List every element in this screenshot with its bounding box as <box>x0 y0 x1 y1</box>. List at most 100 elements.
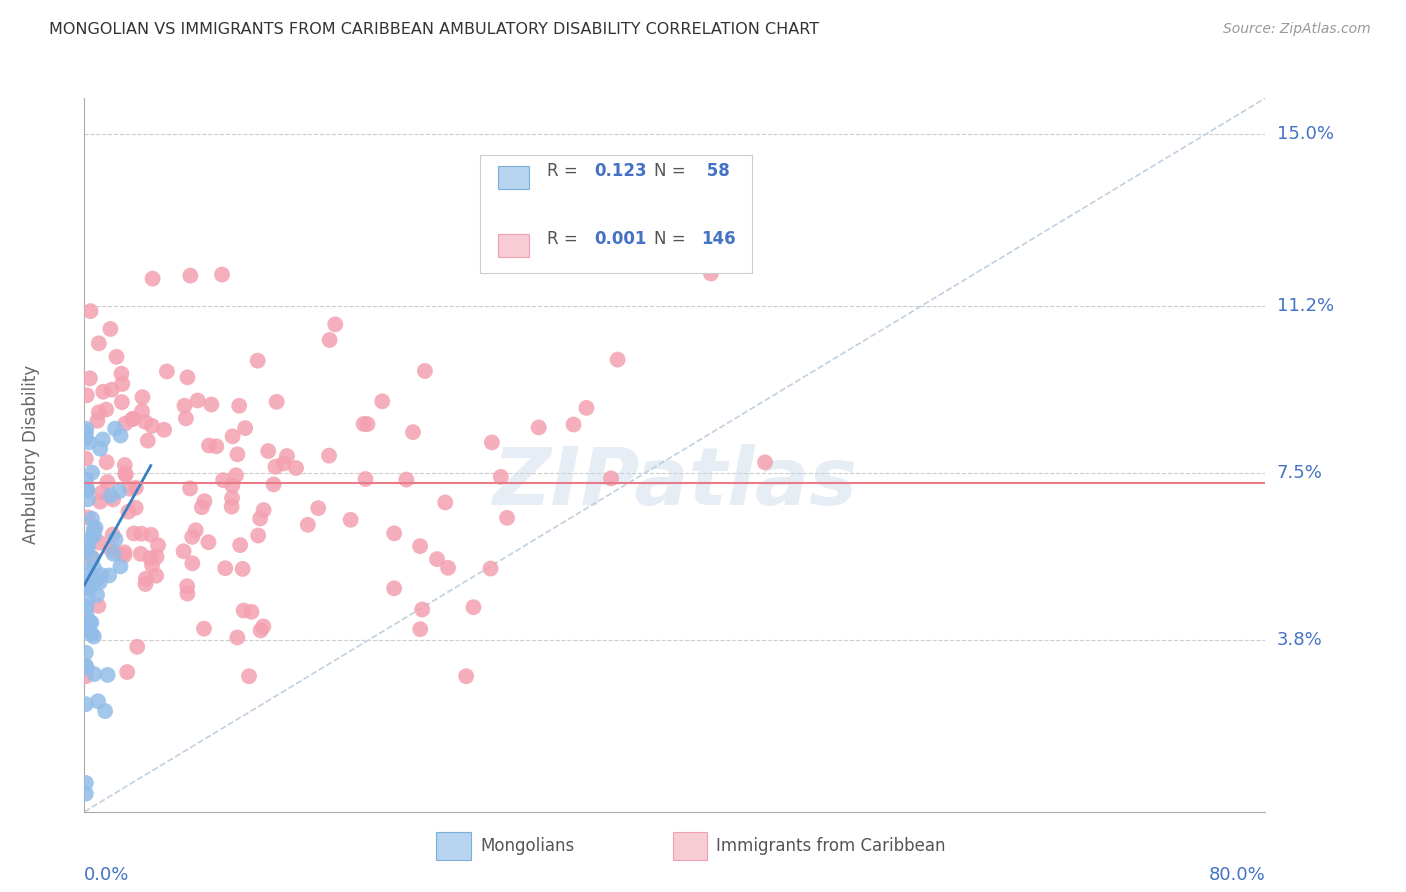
Point <box>89 494 111 508</box>
Point <box>318 333 340 347</box>
Point <box>134 577 156 591</box>
Point <box>75 646 97 660</box>
FancyBboxPatch shape <box>498 166 529 189</box>
Point <box>463 600 485 615</box>
Point <box>76 483 98 498</box>
Point <box>249 511 271 525</box>
Point <box>82 551 104 566</box>
Point <box>76 541 98 555</box>
Point <box>606 352 628 367</box>
Point <box>225 468 247 483</box>
Point <box>91 384 114 399</box>
Point <box>127 640 149 654</box>
Point <box>221 491 243 505</box>
Point <box>266 394 288 409</box>
Point <box>75 607 97 622</box>
Point <box>339 513 361 527</box>
Point <box>434 495 457 509</box>
Text: 0.0%: 0.0% <box>84 866 129 884</box>
FancyBboxPatch shape <box>672 831 707 860</box>
Point <box>83 630 105 644</box>
Point <box>307 501 329 516</box>
Point <box>193 494 215 508</box>
Text: 15.0%: 15.0% <box>1277 125 1333 144</box>
Point <box>232 562 254 576</box>
Point <box>75 658 97 673</box>
Point <box>145 549 167 564</box>
Point <box>77 492 100 507</box>
Point <box>273 457 295 471</box>
Point <box>104 422 127 436</box>
Point <box>489 470 512 484</box>
Text: 146: 146 <box>700 230 735 248</box>
Point <box>76 388 98 402</box>
Point <box>354 472 377 486</box>
Point <box>395 473 418 487</box>
Text: Ambulatory Disability: Ambulatory Disability <box>22 366 41 544</box>
Text: MONGOLIAN VS IMMIGRANTS FROM CARIBBEAN AMBULATORY DISABILITY CORRELATION CHART: MONGOLIAN VS IMMIGRANTS FROM CARIBBEAN A… <box>49 22 820 37</box>
Point <box>754 455 776 469</box>
Point <box>82 550 104 565</box>
Point <box>84 521 107 535</box>
Point <box>125 481 148 495</box>
Point <box>98 568 121 582</box>
Point <box>89 442 111 456</box>
Point <box>96 402 118 417</box>
Point <box>108 484 131 499</box>
Point <box>187 393 209 408</box>
Point <box>104 533 127 547</box>
Point <box>382 582 405 596</box>
Point <box>131 390 153 404</box>
Point <box>228 399 250 413</box>
Point <box>252 503 274 517</box>
Point <box>91 485 114 500</box>
Point <box>200 397 222 411</box>
Point <box>318 449 340 463</box>
Text: 80.0%: 80.0% <box>1209 866 1265 884</box>
Point <box>139 528 162 542</box>
Point <box>122 411 145 425</box>
Point <box>173 544 195 558</box>
Point <box>104 544 127 558</box>
Text: N =: N = <box>654 162 690 180</box>
Point <box>96 475 118 489</box>
Text: Source: ZipAtlas.com: Source: ZipAtlas.com <box>1223 22 1371 37</box>
Point <box>86 588 108 602</box>
Point <box>77 564 100 578</box>
Point <box>111 395 134 409</box>
Point <box>221 500 243 514</box>
Point <box>76 481 98 495</box>
Text: Immigrants from Caribbean: Immigrants from Caribbean <box>716 837 946 855</box>
Point <box>91 433 114 447</box>
Point <box>141 418 163 433</box>
Point <box>83 523 105 537</box>
Point <box>409 539 432 553</box>
Point <box>252 619 274 633</box>
Point <box>233 421 256 435</box>
Point <box>114 467 136 481</box>
Point <box>562 417 585 432</box>
Point <box>114 458 136 472</box>
Point <box>75 425 97 440</box>
Point <box>83 525 105 540</box>
Point <box>101 527 124 541</box>
Text: 7.5%: 7.5% <box>1277 464 1323 482</box>
Point <box>111 376 134 391</box>
Point <box>77 540 100 554</box>
Point <box>191 500 214 515</box>
Point <box>101 492 124 507</box>
Point <box>80 466 103 480</box>
Text: Mongolians: Mongolians <box>479 837 574 855</box>
Point <box>112 549 135 563</box>
Point <box>226 447 249 461</box>
FancyBboxPatch shape <box>498 234 529 257</box>
FancyBboxPatch shape <box>436 831 471 860</box>
Point <box>176 579 198 593</box>
Point <box>77 510 100 524</box>
Point <box>77 591 100 606</box>
Point <box>110 428 132 442</box>
Point <box>232 603 254 617</box>
Point <box>75 451 97 466</box>
Text: 0.123: 0.123 <box>595 162 647 180</box>
Text: R =: R = <box>547 230 583 248</box>
